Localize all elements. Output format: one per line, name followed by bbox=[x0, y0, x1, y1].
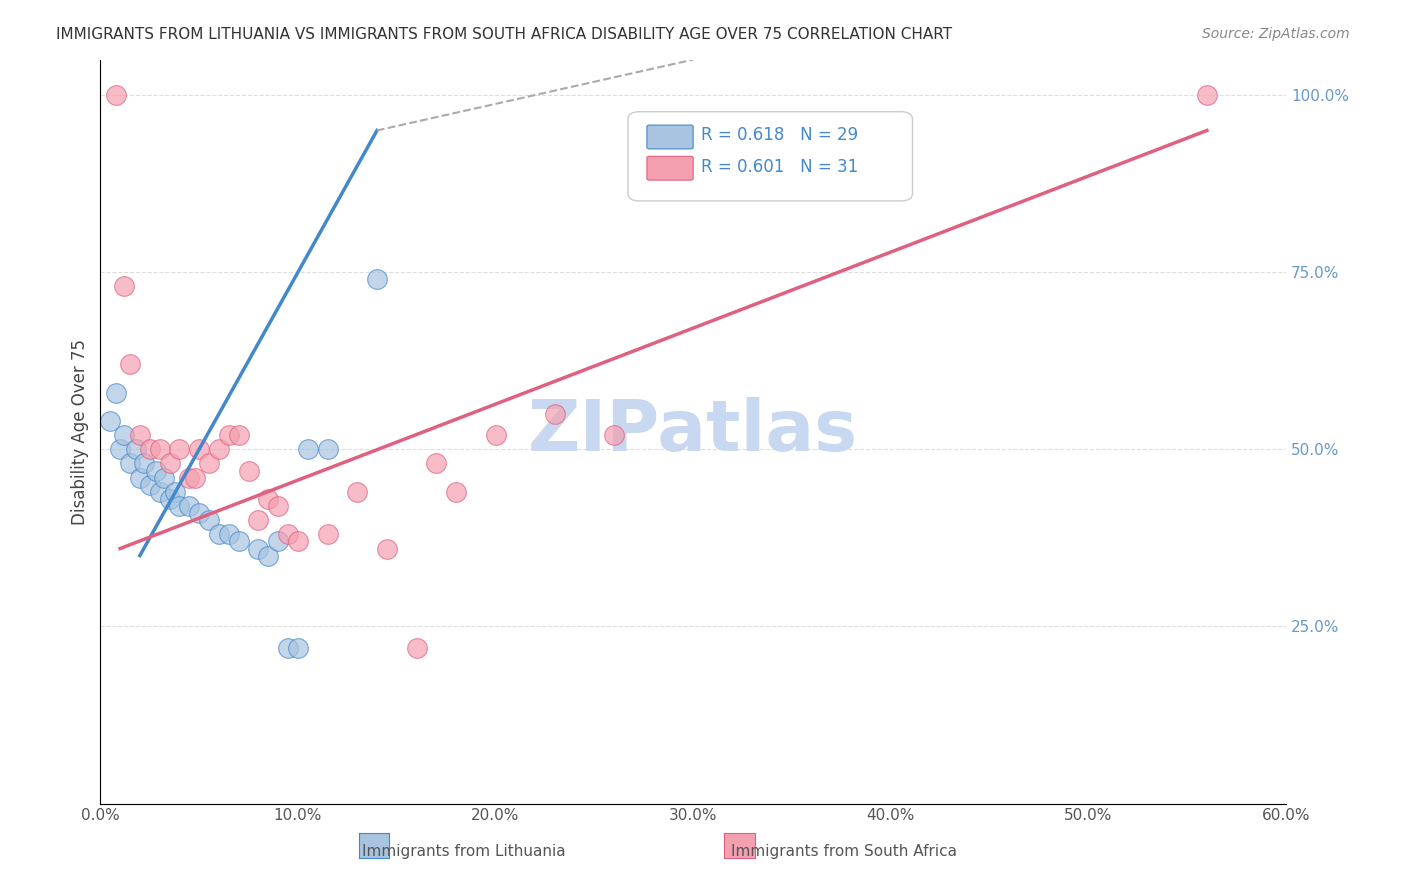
Point bbox=[159, 491, 181, 506]
Point bbox=[118, 357, 141, 371]
Point bbox=[257, 549, 280, 563]
Point bbox=[218, 527, 240, 541]
Point bbox=[297, 442, 319, 457]
Point bbox=[112, 428, 135, 442]
Point bbox=[316, 442, 339, 457]
Point bbox=[188, 442, 211, 457]
Point bbox=[179, 471, 201, 485]
Point bbox=[375, 541, 398, 556]
Point bbox=[108, 442, 131, 457]
Point bbox=[132, 457, 155, 471]
FancyBboxPatch shape bbox=[647, 125, 693, 149]
Point bbox=[287, 534, 309, 549]
Point bbox=[139, 442, 162, 457]
Point bbox=[105, 88, 128, 103]
FancyBboxPatch shape bbox=[628, 112, 912, 201]
Point bbox=[149, 484, 172, 499]
Y-axis label: Disability Age Over 75: Disability Age Over 75 bbox=[72, 339, 89, 524]
Point bbox=[366, 272, 388, 286]
Point bbox=[257, 491, 280, 506]
Text: R = 0.618   N = 29: R = 0.618 N = 29 bbox=[702, 127, 859, 145]
Point bbox=[1195, 88, 1218, 103]
Point bbox=[405, 640, 427, 655]
Text: R = 0.601   N = 31: R = 0.601 N = 31 bbox=[702, 159, 859, 177]
Text: IMMIGRANTS FROM LITHUANIA VS IMMIGRANTS FROM SOUTH AFRICA DISABILITY AGE OVER 75: IMMIGRANTS FROM LITHUANIA VS IMMIGRANTS … bbox=[56, 27, 952, 42]
Point bbox=[152, 471, 174, 485]
Point bbox=[118, 457, 141, 471]
Point bbox=[247, 513, 270, 527]
Text: Source: ZipAtlas.com: Source: ZipAtlas.com bbox=[1202, 27, 1350, 41]
Point bbox=[316, 527, 339, 541]
Point bbox=[165, 484, 187, 499]
Text: Immigrants from Lithuania: Immigrants from Lithuania bbox=[363, 845, 565, 859]
Point bbox=[145, 464, 167, 478]
Point bbox=[238, 464, 260, 478]
Point bbox=[169, 442, 191, 457]
Point bbox=[128, 471, 150, 485]
Point bbox=[267, 499, 290, 513]
Point bbox=[125, 442, 148, 457]
Point bbox=[228, 428, 250, 442]
Point bbox=[179, 499, 201, 513]
Point bbox=[603, 428, 626, 442]
Point bbox=[425, 457, 447, 471]
Point bbox=[208, 527, 231, 541]
Point bbox=[267, 534, 290, 549]
Point bbox=[208, 442, 231, 457]
Point bbox=[287, 640, 309, 655]
Point bbox=[444, 484, 467, 499]
Point bbox=[98, 414, 121, 428]
FancyBboxPatch shape bbox=[647, 156, 693, 180]
Text: ZIPatlas: ZIPatlas bbox=[529, 397, 858, 467]
Point bbox=[139, 477, 162, 491]
Point bbox=[544, 407, 567, 421]
Point bbox=[149, 442, 172, 457]
Point bbox=[484, 428, 506, 442]
Point bbox=[198, 513, 221, 527]
Point bbox=[128, 428, 150, 442]
Point bbox=[247, 541, 270, 556]
Point bbox=[218, 428, 240, 442]
Point bbox=[228, 534, 250, 549]
Text: Immigrants from South Africa: Immigrants from South Africa bbox=[731, 845, 956, 859]
Point bbox=[184, 471, 207, 485]
Point bbox=[159, 457, 181, 471]
Point bbox=[169, 499, 191, 513]
Point bbox=[277, 527, 299, 541]
Point bbox=[112, 279, 135, 293]
Point bbox=[277, 640, 299, 655]
Point bbox=[188, 506, 211, 520]
Point bbox=[105, 385, 128, 400]
Point bbox=[198, 457, 221, 471]
Point bbox=[346, 484, 368, 499]
